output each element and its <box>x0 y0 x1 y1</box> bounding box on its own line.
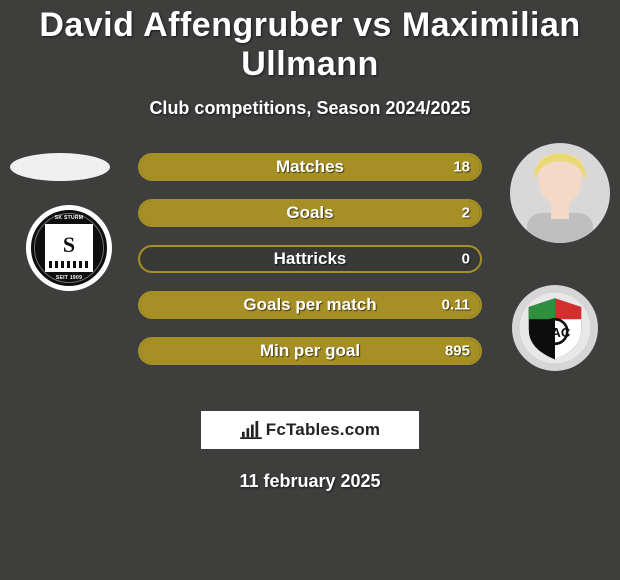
stat-bars: Matches 18 Goals 2 Hattricks 0 Goals per match… <box>138 153 482 365</box>
watermark-text: FcTables.com <box>266 420 381 440</box>
bar-label: Goals <box>286 203 333 223</box>
stat-bar: Goals 2 <box>138 199 482 227</box>
bar-value-right: 2 <box>462 205 470 222</box>
player-left-avatar <box>10 153 110 181</box>
stats-area: SK STURM SEIT 1909 WAC Matche <box>0 153 620 389</box>
bar-value-right: 0.11 <box>442 297 470 314</box>
bar-chart-icon <box>240 421 262 439</box>
page-title: David Affengruber vs Maximilian Ullmann <box>0 0 620 84</box>
bar-label: Goals per match <box>243 295 376 315</box>
stat-bar: Min per goal 895 <box>138 337 482 365</box>
person-icon <box>517 149 603 243</box>
club-left-name: SK STURM <box>55 215 84 221</box>
bar-label: Hattricks <box>274 249 347 269</box>
bar-value-right: 0 <box>462 251 470 268</box>
subtitle: Club competitions, Season 2024/2025 <box>0 98 620 119</box>
bar-value-right: 895 <box>445 343 470 360</box>
comparison-card: David Affengruber vs Maximilian Ullmann … <box>0 0 620 580</box>
bar-label: Min per goal <box>260 341 360 361</box>
club-right-badge: WAC <box>512 285 598 371</box>
stat-bar: Hattricks 0 <box>138 245 482 273</box>
stat-bar: Goals per match 0.11 <box>138 291 482 319</box>
date-text: 11 february 2025 <box>0 471 620 492</box>
club-right-icon: WAC <box>520 293 590 363</box>
club-left-year: SEIT 1909 <box>56 275 82 281</box>
bar-value-right: 18 <box>453 159 470 176</box>
bar-label: Matches <box>276 157 344 177</box>
svg-text:WAC: WAC <box>540 325 571 340</box>
club-left-badge: SK STURM SEIT 1909 <box>26 205 112 291</box>
stat-bar: Matches 18 <box>138 153 482 181</box>
club-left-icon <box>45 224 93 272</box>
watermark[interactable]: FcTables.com <box>201 411 419 449</box>
player-right-avatar <box>510 143 610 243</box>
